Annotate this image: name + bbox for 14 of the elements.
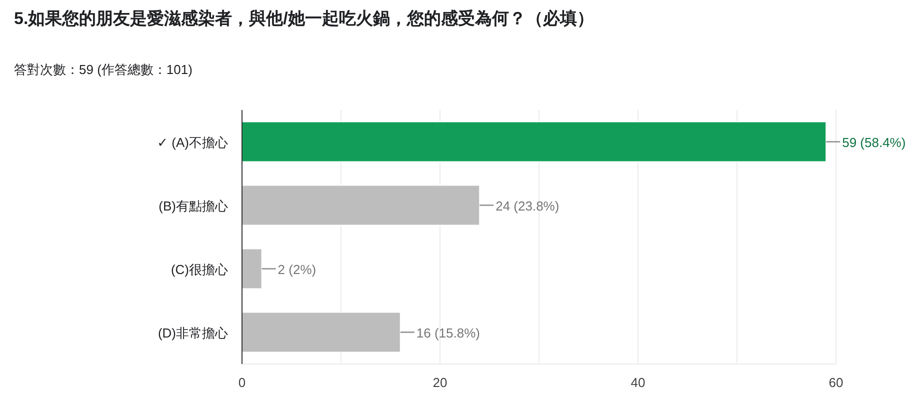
category: ✓ (A)不擔心 bbox=[157, 134, 228, 150]
category: (B)有點擔心 bbox=[158, 198, 228, 214]
subtitle: 答對次數：59 (作答總數：101) bbox=[14, 62, 192, 77]
category: (C)很擔心 bbox=[170, 262, 228, 277]
x-tick-label: 40 bbox=[630, 375, 646, 390]
x-tick-label: 0 bbox=[238, 375, 246, 390]
title: 5.如果您的朋友是愛滋感染者，與他/她一起吃火鍋，您的感受為何？（必填） bbox=[14, 9, 594, 28]
x-tick-label: 20 bbox=[432, 375, 448, 390]
value-label: 16 (15.8%) bbox=[416, 325, 480, 340]
x-tick-label: 60 bbox=[828, 375, 844, 390]
value-label: 59 (58.4%) bbox=[842, 134, 906, 150]
value-label: 2 (2%) bbox=[278, 262, 316, 277]
value-label: 24 (23.8%) bbox=[496, 198, 560, 214]
category: (D)非常擔心 bbox=[158, 325, 228, 340]
